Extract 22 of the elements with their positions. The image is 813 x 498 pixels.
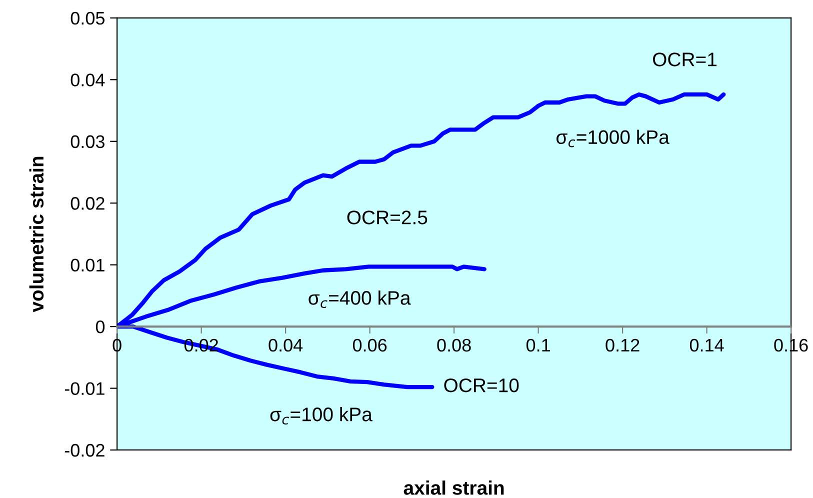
y-tick-label: 0.04 (70, 74, 105, 86)
y-axis-title: volumetric strain (29, 156, 44, 312)
x-tick-label: 0.08 (437, 338, 471, 352)
annotation: σ$_{c}$=400 kPa (308, 290, 411, 308)
y-tick-label: 0.03 (70, 135, 104, 148)
x-tick-label: 0.14 (690, 338, 724, 352)
annotation: OCR=10 (444, 378, 519, 392)
x-tick-label: 0.12 (606, 338, 640, 352)
y-tick-label: 0 (96, 320, 105, 334)
y-tick-label: 0.02 (70, 197, 104, 210)
y-tick-label: 0.01 (70, 258, 104, 272)
y-tick-label: -0.02 (64, 444, 104, 457)
annotation: OCR=2.5 (347, 210, 428, 224)
y-tick-label: 0.05 (70, 12, 105, 25)
y-tick-label: -0.01 (64, 382, 104, 395)
annotation: OCR=1 (652, 52, 716, 66)
annotation: σ$_{c}$=1000 kPa (556, 130, 670, 148)
x-tick-label: 0.06 (352, 338, 387, 352)
x-tick-label: 0.1 (526, 338, 550, 352)
x-axis-title: axial strain (404, 480, 504, 495)
x-tick-label: 0.04 (268, 338, 303, 352)
annotation: σ$_{c}$=100 kPa (270, 407, 372, 425)
